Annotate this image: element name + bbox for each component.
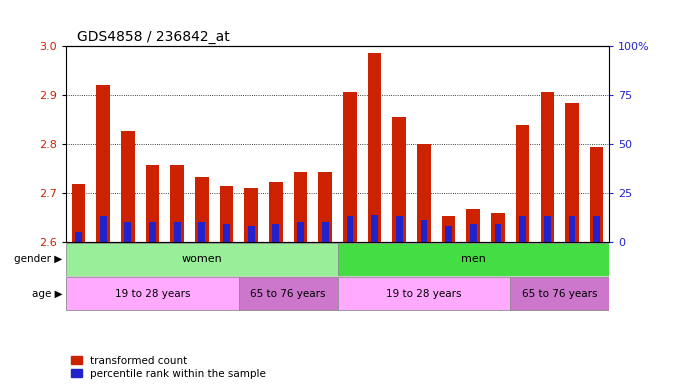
Bar — [495, 224, 501, 242]
Legend: transformed count, percentile rank within the sample: transformed count, percentile rank withi… — [71, 356, 266, 379]
Bar — [145, 165, 159, 242]
Text: gender ▶: gender ▶ — [15, 254, 63, 264]
Bar — [593, 217, 600, 242]
Text: 65 to 76 years: 65 to 76 years — [251, 289, 326, 299]
Bar — [269, 182, 283, 242]
Bar — [565, 103, 579, 242]
Bar — [445, 226, 452, 242]
Bar — [510, 277, 609, 310]
Bar — [322, 222, 329, 242]
Bar — [544, 217, 551, 242]
Text: men: men — [461, 254, 486, 264]
Bar — [75, 232, 82, 242]
Text: 19 to 28 years: 19 to 28 years — [386, 289, 461, 299]
Bar — [171, 165, 184, 242]
Bar — [294, 172, 308, 242]
Bar — [417, 144, 431, 242]
Bar — [195, 177, 209, 242]
Bar — [516, 126, 530, 242]
Bar — [569, 217, 576, 242]
Bar — [519, 217, 526, 242]
Bar — [239, 277, 338, 310]
Bar — [470, 224, 477, 242]
Bar — [393, 117, 406, 242]
Bar — [347, 217, 354, 242]
Bar — [220, 186, 233, 242]
Bar — [396, 217, 403, 242]
Bar — [343, 92, 356, 242]
Text: 65 to 76 years: 65 to 76 years — [522, 289, 597, 299]
Bar — [100, 217, 106, 242]
Bar — [442, 217, 455, 242]
Bar — [125, 222, 132, 242]
Bar — [223, 224, 230, 242]
Bar — [338, 243, 609, 276]
Text: 19 to 28 years: 19 to 28 years — [115, 289, 190, 299]
Bar — [297, 222, 304, 242]
Bar — [590, 147, 603, 242]
Text: GDS4858 / 236842_at: GDS4858 / 236842_at — [77, 30, 230, 44]
Bar — [198, 222, 205, 242]
Bar — [244, 188, 258, 242]
Bar — [338, 277, 510, 310]
Bar — [121, 131, 134, 242]
Bar — [174, 222, 180, 242]
Bar — [272, 224, 279, 242]
Bar — [72, 184, 85, 242]
Bar — [371, 215, 378, 242]
Bar — [420, 220, 427, 242]
Bar — [491, 213, 505, 242]
Bar — [367, 53, 381, 242]
Bar — [66, 277, 239, 310]
Bar — [66, 243, 338, 276]
Text: age ▶: age ▶ — [32, 289, 63, 299]
Bar — [248, 226, 255, 242]
Bar — [96, 85, 110, 242]
Bar — [149, 222, 156, 242]
Text: women: women — [182, 254, 222, 264]
Bar — [466, 209, 480, 242]
Bar — [541, 92, 554, 242]
Bar — [319, 172, 332, 242]
